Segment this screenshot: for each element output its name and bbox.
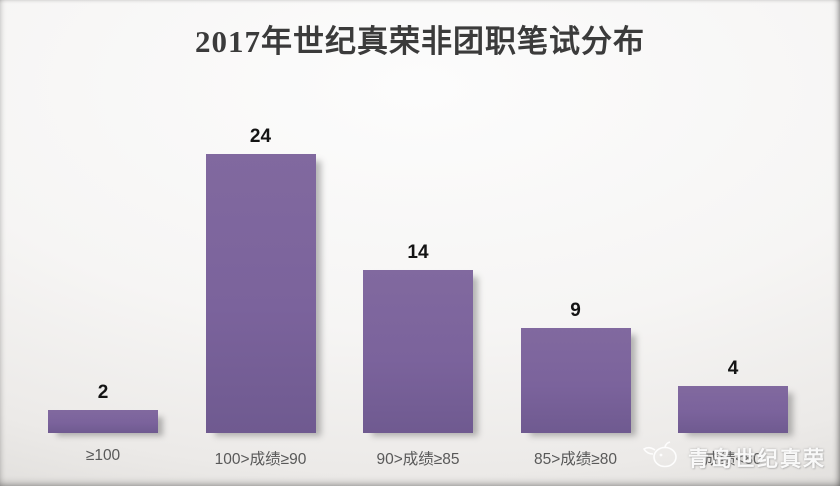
bar	[48, 410, 158, 433]
bar	[205, 154, 316, 433]
category-label: 85>成绩≥80	[533, 451, 618, 468]
bar-value-label: 14	[407, 242, 429, 263]
category-label: 成绩<80	[704, 451, 762, 468]
bar-value-label: 2	[97, 382, 109, 403]
bar	[363, 270, 473, 433]
bar-value-label: 24	[249, 126, 272, 147]
bar	[678, 386, 788, 433]
category-label: 90>成绩≥85	[376, 451, 460, 468]
bar-value-label: 4	[727, 358, 739, 379]
category-label: ≥100	[85, 447, 121, 464]
bar-value-label: 9	[570, 300, 581, 321]
category-label: 100>成绩≥90	[214, 451, 307, 468]
chart-title: 2017年世纪真荣非团职笔试分布	[195, 24, 645, 59]
bar	[520, 328, 631, 433]
